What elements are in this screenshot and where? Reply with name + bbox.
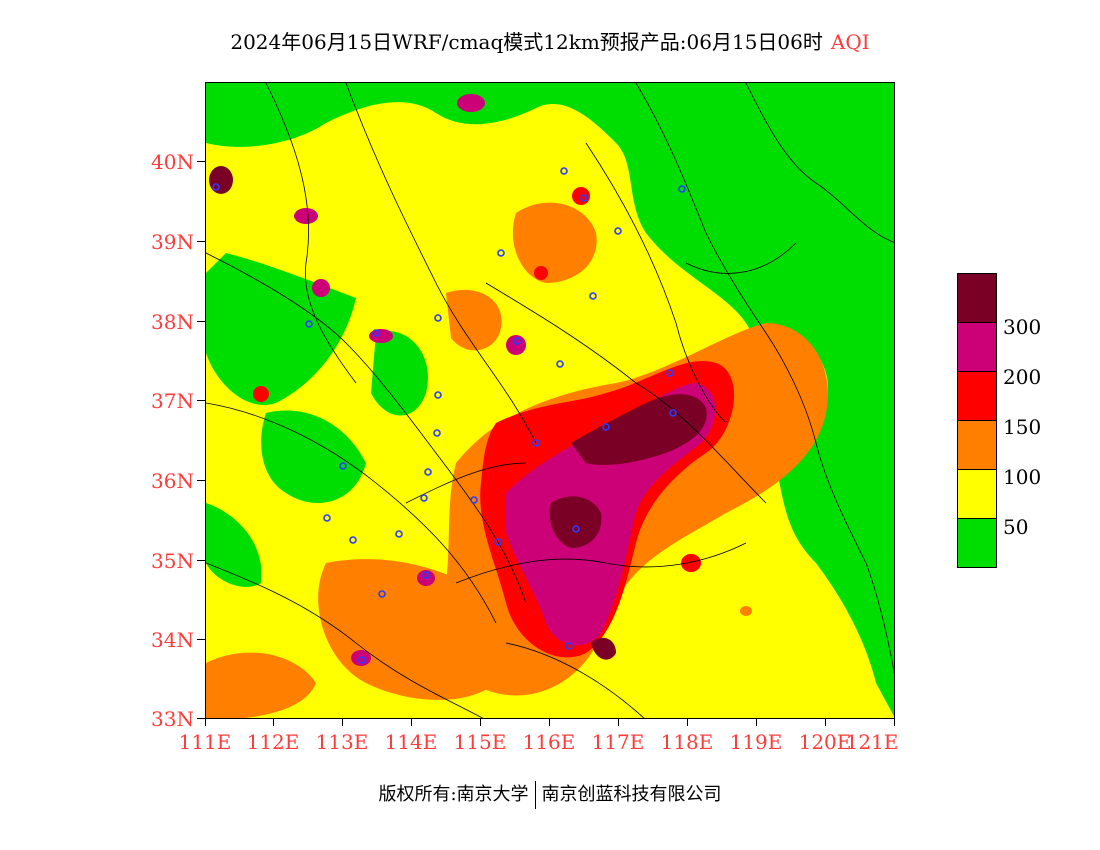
y-label-33n: 33N	[151, 707, 194, 731]
orange-zone-central-2	[446, 289, 502, 351]
x-label-121e: 121E	[845, 730, 899, 754]
copyright-footer: 版权所有:南京大学 南京创蓝科技有限公司	[0, 780, 1100, 809]
y-label-38n: 38N	[151, 310, 194, 334]
maroon-core-nw	[209, 166, 233, 194]
footer-separator	[534, 781, 536, 809]
green-patch-west-2	[261, 410, 366, 503]
y-label-39n: 39N	[151, 230, 194, 254]
x-label-119e: 119E	[729, 730, 783, 754]
maroon-core-1	[571, 394, 707, 465]
aqi-legend	[957, 273, 997, 568]
hotspot-11	[681, 554, 701, 572]
y-label-37n: 37N	[151, 389, 194, 413]
legend-swatch-maroon	[957, 273, 997, 323]
title-text: 2024年06月15日WRF/cmaq模式12km预报产品:06月15日06时	[230, 30, 823, 54]
orange-zone-south	[206, 652, 316, 718]
legend-label-300: 300	[1003, 315, 1042, 339]
x-label-116e: 116E	[522, 730, 576, 754]
x-label-117e: 117E	[591, 730, 645, 754]
legend-label-50: 50	[1003, 515, 1029, 539]
legend-swatch-green	[957, 518, 997, 568]
hotspot-12	[740, 606, 752, 616]
y-label-34n: 34N	[151, 628, 194, 652]
hotspot-1	[457, 94, 485, 112]
hotspot-9	[351, 650, 371, 666]
green-patch-west-4	[206, 503, 262, 587]
maroon-core-2	[549, 496, 602, 548]
boundary-lines	[206, 83, 894, 718]
maroon-core-3	[591, 637, 616, 660]
yellow-zone-north	[209, 153, 307, 257]
aqi-field	[206, 83, 894, 718]
aqi-map	[205, 82, 895, 719]
x-label-112e: 112E	[246, 730, 300, 754]
y-label-35n: 35N	[151, 549, 194, 573]
y-label-36n: 36N	[151, 469, 194, 493]
x-label-120e: 120E	[798, 730, 852, 754]
orange-zone-north	[512, 202, 597, 283]
map-title: 2024年06月15日WRF/cmaq模式12km预报产品:06月15日06时 A…	[0, 26, 1100, 55]
x-label-115e: 115E	[453, 730, 507, 754]
legend-label-200: 200	[1003, 365, 1042, 389]
green-patch-west-3	[371, 331, 428, 416]
legend-swatch-yellow	[957, 469, 997, 519]
title-aqi-tag: AQI	[830, 30, 870, 54]
legend-label-100: 100	[1003, 465, 1042, 489]
x-label-111e: 111E	[178, 730, 232, 754]
x-label-114e: 114E	[384, 730, 438, 754]
hotspot-7	[506, 335, 526, 355]
legend-swatch-magenta	[957, 322, 997, 372]
y-label-40n: 40N	[151, 150, 194, 174]
x-label-118e: 118E	[660, 730, 714, 754]
hotspot-2	[294, 208, 318, 224]
x-label-113e: 113E	[315, 730, 369, 754]
legend-swatch-orange	[957, 420, 997, 470]
legend-label-150: 150	[1003, 415, 1042, 439]
hotspot-6	[534, 266, 548, 280]
legend-swatch-red	[957, 371, 997, 421]
footer-left: 版权所有:南京大学	[378, 784, 529, 805]
station-markers	[212, 167, 686, 664]
hotspot-8	[253, 386, 269, 402]
hotspot-4	[369, 329, 393, 343]
hotspot-3	[312, 279, 330, 297]
footer-right: 南京创蓝科技有限公司	[541, 784, 722, 805]
